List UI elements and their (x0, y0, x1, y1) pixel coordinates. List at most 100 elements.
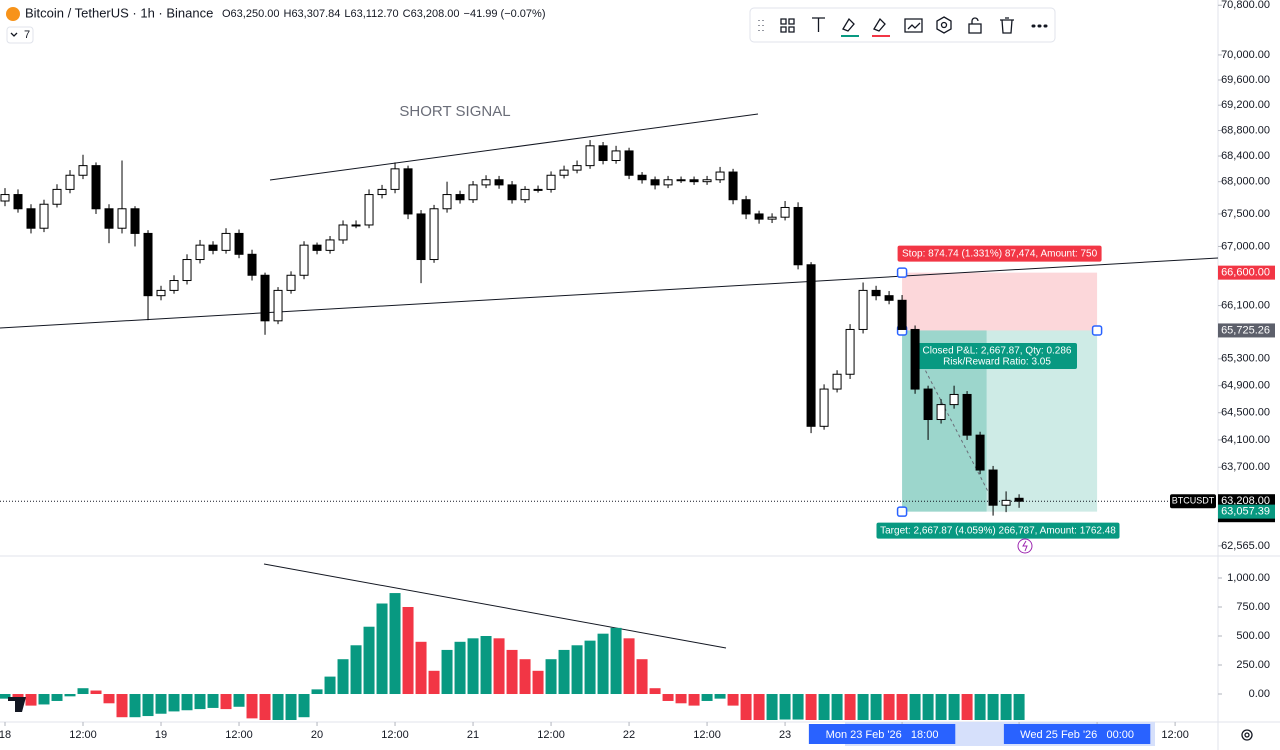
candle-body (650, 179, 660, 186)
x-tick-label: 21 (467, 729, 479, 741)
y-tick-label: 65,300.00 (1221, 353, 1270, 365)
position-handle[interactable] (896, 506, 908, 517)
histogram-bar (974, 694, 986, 720)
histogram-bar (896, 694, 908, 720)
candle-body (130, 208, 140, 234)
histogram-bar (376, 603, 388, 695)
fill-color-icon[interactable] (873, 17, 886, 32)
histogram-bar (116, 694, 128, 718)
crosshair-time-box (808, 724, 956, 744)
histogram-bar (337, 659, 349, 695)
histogram-bar (428, 670, 440, 695)
price-badge (1218, 504, 1275, 519)
histogram-bar (779, 694, 791, 720)
x-tick-label: 22 (623, 729, 635, 741)
ohlc-low: L63,112.70 (344, 8, 398, 20)
x-tick-label: 23 (779, 729, 791, 741)
y-tick-label: 70,000.00 (1221, 49, 1270, 61)
candle-body (377, 188, 387, 196)
x-tick-label: Mon 23 Feb '26 18:00 (826, 729, 939, 741)
line-color-icon[interactable] (842, 17, 855, 32)
candle-body (286, 274, 296, 291)
settings-gear-center (1244, 732, 1250, 738)
candle-body (585, 145, 595, 167)
event-icon (1022, 540, 1028, 552)
candle-body (338, 224, 348, 241)
candle-body (689, 179, 699, 183)
histogram-bar (90, 690, 102, 695)
candle-body (52, 188, 62, 205)
candle-body (832, 373, 842, 390)
drag-handle[interactable] (758, 20, 764, 31)
histogram-bar (675, 694, 687, 704)
settings-gear[interactable] (1241, 729, 1253, 741)
histogram-bar (1013, 694, 1025, 720)
y-tick-label: 250.00 (1236, 659, 1270, 671)
y-tick-label: 64,500.00 (1221, 407, 1270, 419)
ohlc-close: C63,208.00 (403, 8, 460, 20)
histogram-bar (38, 694, 50, 705)
candle-body (416, 213, 426, 261)
candle-body (676, 179, 686, 182)
toolbar-frame (749, 7, 1056, 43)
histogram (0, 593, 1025, 720)
histogram-bar (857, 694, 869, 720)
histogram-bar (1000, 694, 1012, 720)
histogram-bar (467, 638, 479, 695)
histogram-bar (766, 694, 778, 720)
candle-body (702, 179, 712, 183)
candle-body (65, 174, 75, 190)
template-icon[interactable] (780, 18, 795, 33)
histogram-bar (753, 694, 765, 720)
candle-body (637, 174, 647, 181)
candle-body (1014, 497, 1024, 502)
ohlc-open: O63,250.00 (222, 8, 280, 20)
candle-body (1001, 499, 1011, 506)
candle-body (247, 253, 257, 276)
histogram-bar (168, 694, 180, 712)
x-tick-label: Wed 25 Feb '26 00:00 (1020, 729, 1134, 741)
position-handle[interactable] (1091, 325, 1103, 336)
settings-icon[interactable] (936, 16, 952, 34)
histogram-bar (649, 688, 661, 695)
annotation: SHORT SIGNAL (399, 103, 510, 120)
candle-body (299, 244, 309, 276)
text-icon[interactable] (812, 17, 825, 32)
x-tick-label: 12:00 (537, 729, 565, 741)
candle-body (949, 393, 959, 406)
histogram-bar (363, 626, 375, 695)
indicator-count: 7 (24, 29, 30, 41)
trend-line[interactable] (0, 257, 1219, 329)
candle-body (351, 224, 361, 227)
histogram-bar (285, 694, 297, 720)
candle-body (481, 179, 491, 186)
histogram-bar (129, 694, 141, 718)
settings-chart-icon[interactable] (904, 18, 923, 33)
histogram-bar (25, 694, 37, 706)
histogram-bar (532, 670, 544, 695)
target-label: Target: 2,667.87 (4.059%) 266,787, Amoun… (880, 525, 1116, 536)
lock-icon[interactable] (968, 17, 982, 34)
y-tick-label: 750.00 (1236, 601, 1270, 613)
delete-icon[interactable] (1000, 17, 1014, 34)
position-handle[interactable] (896, 267, 908, 278)
y-tick-label: 63,700.00 (1221, 461, 1270, 473)
tv-logo[interactable] (8, 697, 26, 712)
settings-icon-center (940, 21, 948, 29)
histogram-bar (402, 606, 414, 695)
histogram-bar (545, 659, 557, 695)
ohlc-values: O63,250.00 H63,307.84 L63,112.70 C63,208.00… (222, 8, 545, 20)
price-badge-label: 66,600.00 (1221, 267, 1270, 279)
symbol-title[interactable]: Bitcoin / TetherUS · 1h · Binance (25, 5, 213, 20)
trend-line[interactable] (263, 563, 727, 649)
y-tick-label: 69,200.00 (1221, 99, 1270, 111)
indicator-toggle[interactable] (6, 26, 34, 44)
histogram-bar (558, 649, 570, 695)
candle-body (221, 232, 231, 251)
trend-line[interactable] (269, 113, 759, 181)
price-badge-label: 63,057.39 (1221, 506, 1270, 518)
histogram-bar (181, 694, 193, 711)
candle-body (312, 244, 322, 251)
candle-body (910, 328, 920, 390)
symbol-badge-label: BTCUSDT (1172, 496, 1215, 506)
